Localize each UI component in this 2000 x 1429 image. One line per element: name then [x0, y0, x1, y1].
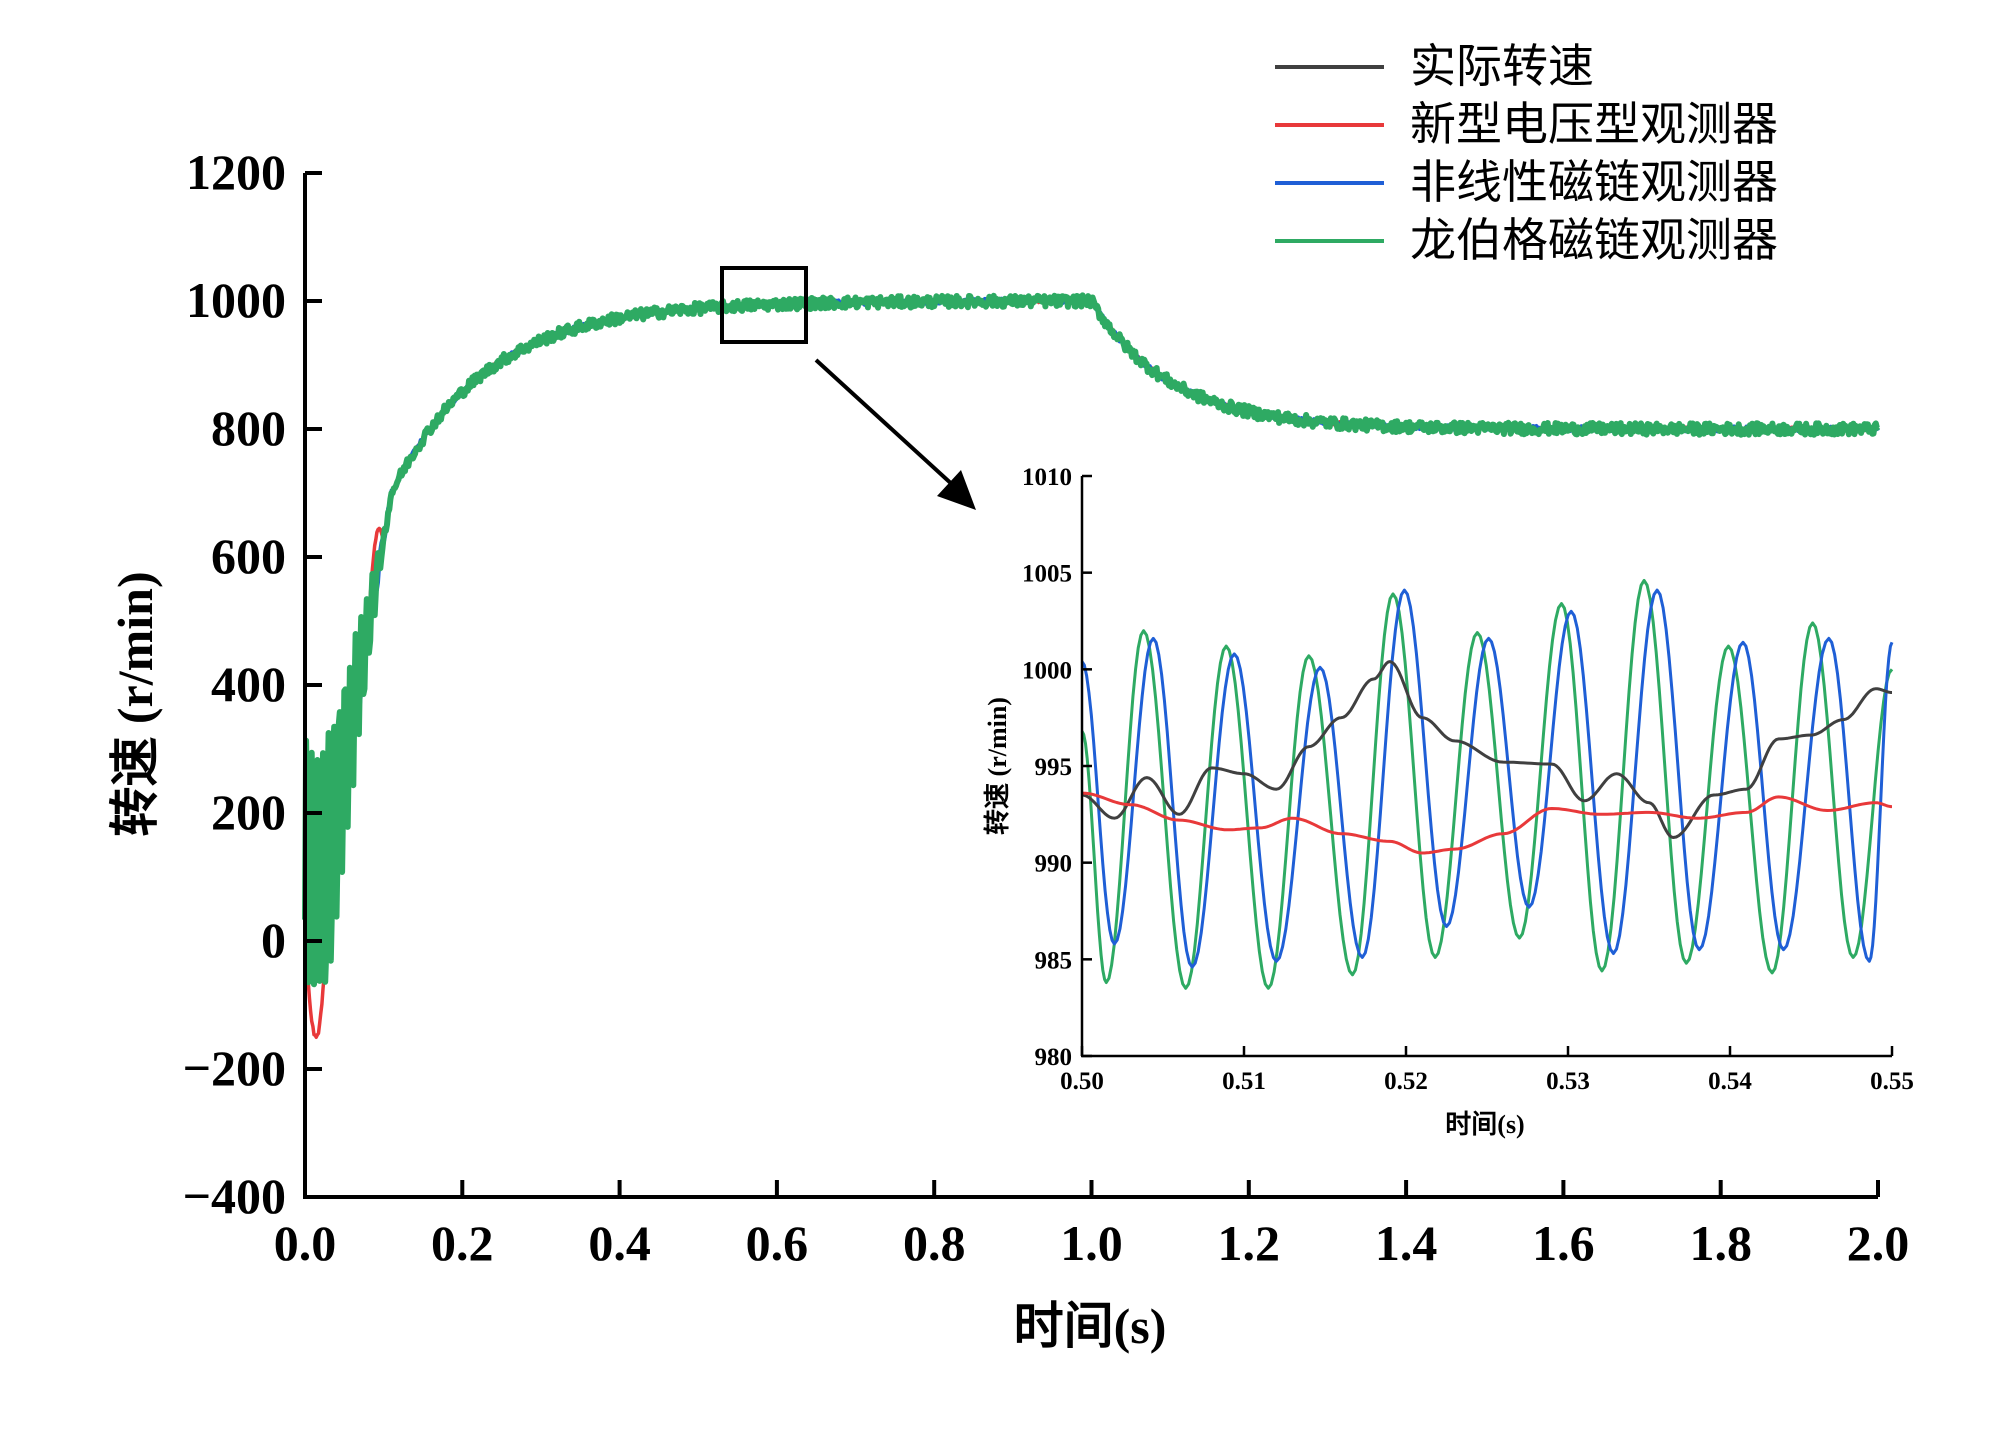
legend-label-nonlinear: 非线性磁链观测器 [1410, 155, 1778, 209]
main-y-tick-label: −400 [183, 1168, 287, 1224]
main-x-tick-label: 1.6 [1532, 1215, 1595, 1271]
main-y-tick-label: 1200 [186, 144, 286, 200]
legend-label-luenberger: 龙伯格磁链观测器 [1410, 213, 1778, 267]
main-x-tick-label: 1.8 [1689, 1215, 1752, 1271]
zoom-arrow-head [937, 470, 976, 510]
main-x-tick-label: 0.0 [274, 1215, 337, 1271]
main-y-tick-label: 0 [261, 912, 286, 968]
inset-y-tick-label: 995 [1035, 754, 1073, 781]
inset-x-tick-label: 0.51 [1222, 1068, 1266, 1095]
inset-x-axis-label: 时间(s) [1445, 1110, 1524, 1139]
main-y-tick-label: 1000 [186, 272, 286, 328]
main-x-tick-label: 0.8 [903, 1215, 966, 1271]
main-y-tick-label: 800 [211, 400, 286, 456]
legend-item-nonlinear: 非线性磁链观测器 [1275, 155, 1778, 209]
inset-x-tick-label: 0.55 [1870, 1068, 1914, 1095]
main-x-tick-label: 0.2 [431, 1215, 494, 1271]
legend-item-voltage: 新型电压型观测器 [1275, 97, 1778, 151]
inset-series-line-nonlinear [1080, 588, 1894, 969]
main-x-axis-label: 时间(s) [1014, 1298, 1167, 1354]
inset-y-ticks: 980 985 990 995 1000 1005 1010 [1022, 464, 1092, 1071]
zoom-arrow-line [814, 358, 957, 489]
legend-label-actual: 实际转速 [1410, 39, 1594, 93]
inset-x-tick-label: 0.52 [1384, 1068, 1428, 1095]
inset-y-tick-label: 1000 [1022, 657, 1072, 684]
inset-y-tick-label: 990 [1035, 851, 1073, 878]
legend-label-voltage: 新型电压型观测器 [1410, 97, 1778, 151]
inset-x-tick-label: 0.53 [1546, 1068, 1590, 1095]
inset-y-axis-label: 转速 (r/min) [983, 697, 1012, 835]
inset-series-group [1080, 578, 1894, 990]
main-y-tick-label: 200 [211, 784, 286, 840]
main-x-ticks: 0.0 0.2 0.4 0.6 0.8 1.0 1.2 1.4 1.6 1.8 2.0 [274, 1180, 1910, 1271]
legend-item-luenberger: 龙伯格磁链观测器 [1275, 213, 1778, 267]
inset-series-line-voltage [1081, 791, 1893, 855]
main-x-tick-label: 1.2 [1218, 1215, 1281, 1271]
inset-series-line-luenberger [1080, 578, 1894, 990]
main-y-tick-label: −200 [183, 1040, 287, 1096]
main-y-axis-label: 转速 (r/min) [107, 571, 163, 836]
main-x-tick-label: 2.0 [1847, 1215, 1910, 1271]
main-y-ticks: −400 −200 0 200 400 600 800 1000 1200 [183, 144, 322, 1224]
legend-item-actual: 实际转速 [1275, 39, 1594, 93]
zoom-box [720, 266, 808, 344]
inset-y-tick-label: 1005 [1022, 561, 1072, 588]
main-y-tick-label: 400 [211, 656, 286, 712]
legend: 实际转速 新型电压型观测器 非线性磁链观测器 龙伯格磁链观测器 [1275, 39, 1778, 267]
main-x-tick-label: 0.6 [746, 1215, 809, 1271]
inset-y-tick-label: 980 [1035, 1044, 1073, 1071]
main-y-tick-label: 600 [211, 528, 286, 584]
main-x-tick-label: 0.4 [588, 1215, 651, 1271]
inset-y-tick-label: 1010 [1022, 464, 1072, 491]
inset-series-line-actual [1081, 660, 1893, 839]
inset-x-tick-label: 0.54 [1708, 1068, 1752, 1095]
inset-y-tick-label: 985 [1035, 947, 1073, 974]
main-series-line-luenberger [302, 292, 1881, 988]
inset-x-ticks: 0.50 0.51 0.52 0.53 0.54 0.55 [1060, 1046, 1914, 1095]
main-x-tick-label: 1.4 [1375, 1215, 1438, 1271]
main-x-tick-label: 1.0 [1060, 1215, 1123, 1271]
main-series-group [302, 292, 1881, 1040]
inset-x-tick-label: 0.50 [1060, 1068, 1104, 1095]
